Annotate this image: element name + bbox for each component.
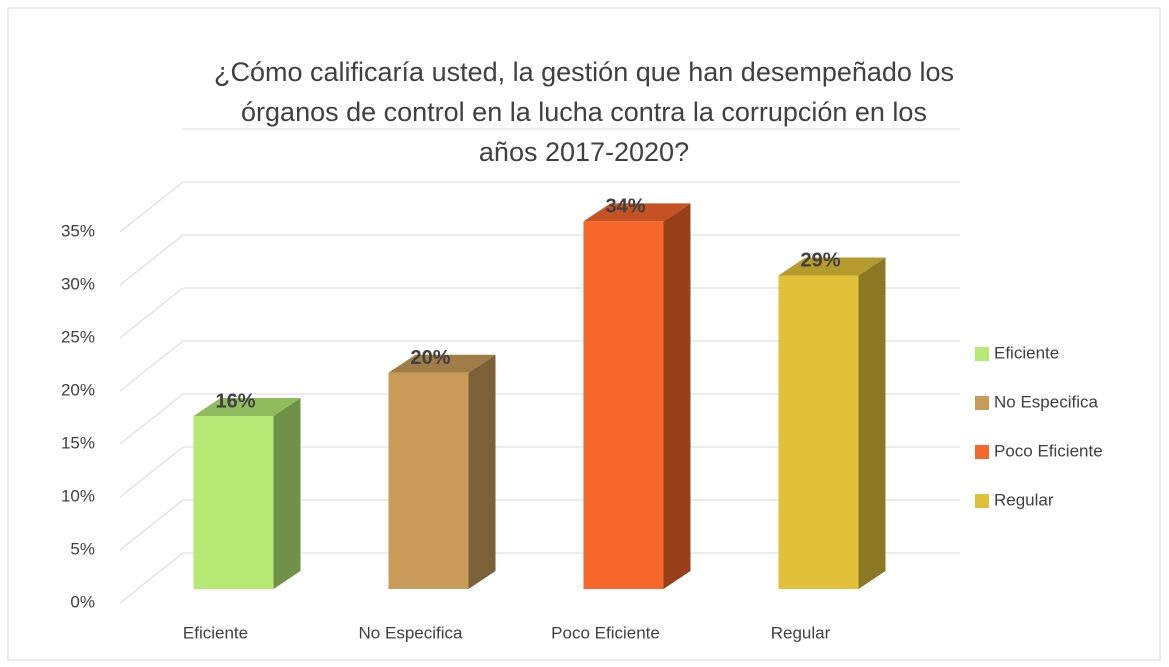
grid-line-diagonal <box>119 446 184 498</box>
y-tick-label: 35% <box>61 221 95 240</box>
x-tick-label: Regular <box>771 623 831 642</box>
y-tick-label: 25% <box>61 327 95 346</box>
legend-label: Regular <box>994 490 1054 509</box>
grid-line-diagonal <box>119 499 184 551</box>
bar-side <box>663 203 691 589</box>
bar-top <box>583 203 691 222</box>
chart-title: ¿Cómo calificaría usted, la gestión que … <box>214 57 954 167</box>
bar-top <box>778 257 886 276</box>
bar <box>778 275 859 589</box>
bar-side <box>273 398 301 589</box>
x-tick-label: Eficiente <box>183 623 248 642</box>
legend-label: Poco Eficiente <box>994 441 1103 460</box>
legend-label: No Especifica <box>994 392 1098 411</box>
data-label: 29% <box>800 250 840 272</box>
bar <box>583 221 664 589</box>
data-label: 34% <box>605 196 645 218</box>
bar-side <box>858 257 886 589</box>
legend-swatch <box>975 445 989 459</box>
bar-top <box>193 398 301 417</box>
y-tick-label: 10% <box>61 486 95 505</box>
data-label: 20% <box>410 347 450 369</box>
bar-top <box>388 354 496 373</box>
grid-line-diagonal <box>119 287 184 339</box>
y-tick-label: 0% <box>70 592 95 611</box>
bar-side <box>468 354 496 589</box>
bar <box>388 372 469 589</box>
grid-line-diagonal <box>119 393 184 445</box>
legend-swatch <box>975 396 989 410</box>
grid-line-diagonal <box>119 552 184 604</box>
y-tick-label: 15% <box>61 433 95 452</box>
y-tick-label: 5% <box>70 539 95 558</box>
grid-line-diagonal <box>119 234 184 286</box>
data-label: 16% <box>215 390 255 412</box>
legend-swatch <box>975 347 989 361</box>
bar <box>193 416 274 589</box>
legend-label: Eficiente <box>994 343 1059 362</box>
legend-swatch <box>975 494 989 508</box>
x-tick-label: Poco Eficiente <box>551 623 660 642</box>
y-tick-label: 20% <box>61 380 95 399</box>
grid-line-diagonal <box>119 340 184 392</box>
grid-line-diagonal <box>119 181 184 233</box>
x-tick-label: No Especifica <box>359 623 463 642</box>
y-tick-label: 30% <box>61 274 95 293</box>
